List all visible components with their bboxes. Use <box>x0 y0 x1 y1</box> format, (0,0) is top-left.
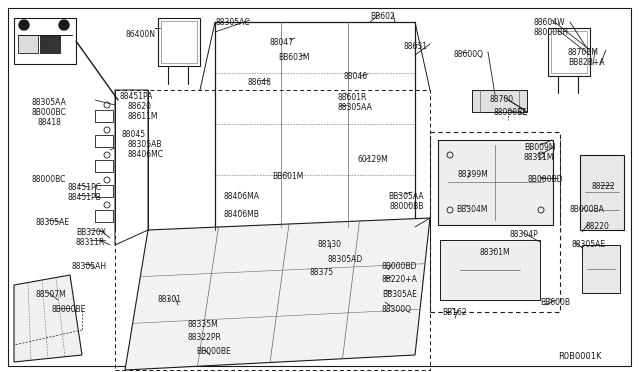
Text: 88451PC: 88451PC <box>68 183 102 192</box>
Bar <box>95 210 113 222</box>
Bar <box>438 140 553 225</box>
Bar <box>95 110 113 122</box>
Text: 88406MC: 88406MC <box>128 150 164 159</box>
Text: 88604W: 88604W <box>533 18 564 27</box>
Bar <box>440 240 540 300</box>
Text: BB603M: BB603M <box>278 53 310 62</box>
Text: 88045: 88045 <box>122 130 146 139</box>
Bar <box>582 245 620 293</box>
Text: 88648: 88648 <box>248 78 272 87</box>
Text: 88418: 88418 <box>38 118 62 127</box>
Text: 60129M: 60129M <box>358 155 388 164</box>
Polygon shape <box>14 275 82 362</box>
Text: 88620: 88620 <box>128 102 152 111</box>
Text: 88000BE: 88000BE <box>493 108 527 117</box>
Text: 88406MA: 88406MA <box>224 192 260 201</box>
Text: 88220: 88220 <box>586 222 610 231</box>
Text: 88000BB: 88000BB <box>390 202 424 211</box>
Text: 88631: 88631 <box>403 42 427 51</box>
Text: 8870BM: 8870BM <box>568 48 599 57</box>
Bar <box>215 22 415 227</box>
Text: BB162: BB162 <box>442 308 467 317</box>
Text: 88451PA: 88451PA <box>120 92 154 101</box>
Text: BB82B+A: BB82B+A <box>568 58 605 67</box>
Text: 86400N: 86400N <box>125 30 155 39</box>
Text: 88304P: 88304P <box>510 230 539 239</box>
Bar <box>95 135 113 147</box>
Text: 88322PR: 88322PR <box>188 333 222 342</box>
Bar <box>580 155 624 230</box>
Text: BB000BE: BB000BE <box>196 347 231 356</box>
Text: 8B000BA: 8B000BA <box>570 205 605 214</box>
Text: BB601M: BB601M <box>272 172 303 181</box>
Text: 88000BC: 88000BC <box>32 175 67 184</box>
Bar <box>14 18 76 64</box>
Text: 8B000BD: 8B000BD <box>382 262 417 271</box>
Text: BB305AA: BB305AA <box>388 192 424 201</box>
Text: 88301: 88301 <box>158 295 182 304</box>
Text: 88222: 88222 <box>592 182 616 191</box>
Text: 88399M: 88399M <box>458 170 489 179</box>
Text: 88305AH: 88305AH <box>72 262 107 271</box>
Bar <box>40 35 60 53</box>
Bar <box>95 160 113 172</box>
Text: BB304M: BB304M <box>456 205 488 214</box>
Text: 8B000BE: 8B000BE <box>52 305 86 314</box>
Polygon shape <box>472 90 527 112</box>
Text: 88305AB: 88305AB <box>128 140 163 149</box>
Text: BB009M: BB009M <box>524 143 556 152</box>
Circle shape <box>59 20 69 30</box>
Bar <box>115 90 430 370</box>
Text: 88305AE: 88305AE <box>572 240 606 249</box>
Text: 88611M: 88611M <box>128 112 159 121</box>
Text: BB320X: BB320X <box>76 228 106 237</box>
Bar <box>161 21 197 63</box>
Text: 88507M: 88507M <box>35 290 66 299</box>
Polygon shape <box>125 218 430 370</box>
Text: 8B220+A: 8B220+A <box>382 275 418 284</box>
Text: BB602: BB602 <box>370 12 395 21</box>
Text: 88375: 88375 <box>310 268 334 277</box>
Circle shape <box>19 20 29 30</box>
Text: 88305AA: 88305AA <box>338 103 373 112</box>
Text: 88311M: 88311M <box>524 153 554 162</box>
Bar <box>548 28 590 76</box>
Bar <box>551 31 587 73</box>
Text: 88406MB: 88406MB <box>224 210 260 219</box>
Text: 88305AE: 88305AE <box>35 218 69 227</box>
Text: 88047: 88047 <box>270 38 294 47</box>
Bar <box>95 185 113 197</box>
Text: 88130: 88130 <box>318 240 342 249</box>
Text: 88335M: 88335M <box>188 320 219 329</box>
Text: 88301M: 88301M <box>480 248 511 257</box>
Text: 88305AC: 88305AC <box>215 18 250 27</box>
Text: 88305AA: 88305AA <box>32 98 67 107</box>
Text: 88311R: 88311R <box>76 238 105 247</box>
Text: 88300Q: 88300Q <box>382 305 412 314</box>
Text: 8B000BC: 8B000BC <box>32 108 67 117</box>
Text: 88601R: 88601R <box>338 93 367 102</box>
Text: 88046: 88046 <box>344 72 368 81</box>
Text: R0B0001K: R0B0001K <box>558 352 602 361</box>
Bar <box>430 132 560 312</box>
Text: BB305AE: BB305AE <box>382 290 417 299</box>
Text: 88600Q: 88600Q <box>454 50 484 59</box>
Text: 8B000BD: 8B000BD <box>528 175 563 184</box>
Text: 88700: 88700 <box>490 95 514 104</box>
Text: 88000BH: 88000BH <box>533 28 568 37</box>
Bar <box>18 35 38 53</box>
Text: BB600B: BB600B <box>540 298 570 307</box>
Text: 88451PB: 88451PB <box>68 193 102 202</box>
Text: 88305AD: 88305AD <box>328 255 364 264</box>
Bar <box>158 18 200 66</box>
